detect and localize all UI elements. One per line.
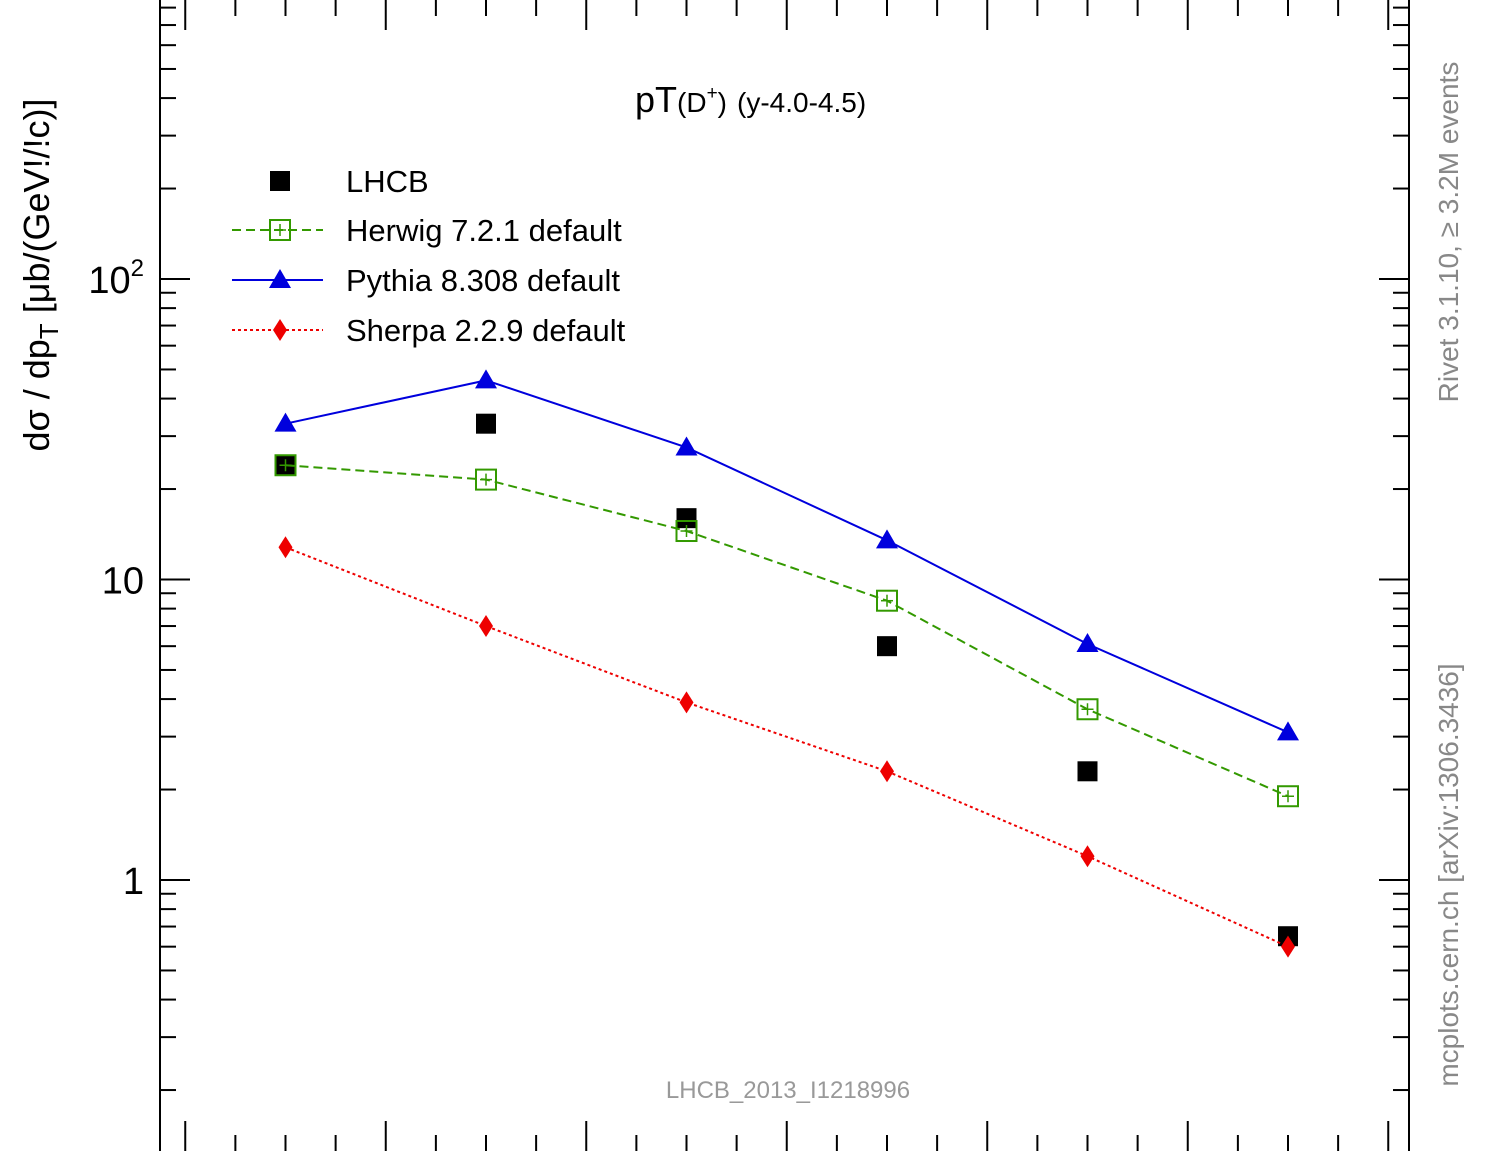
legend-entry: LHCB	[270, 164, 429, 199]
axis-ticks	[160, 0, 1409, 1151]
data-point	[679, 691, 694, 714]
side-label-mcplots: mcplots.cern.ch [arXiv:1306.3436]	[1433, 663, 1464, 1086]
series-0	[275, 413, 1298, 947]
series-line	[285, 379, 1289, 734]
series-line	[285, 546, 1289, 948]
y-tick-label: 1	[123, 861, 144, 903]
data-point	[675, 436, 698, 456]
legend-marker	[270, 171, 290, 191]
series-1	[274, 454, 1299, 808]
series-layer	[274, 369, 1299, 958]
data-point	[1077, 761, 1098, 782]
y-tick-label-base: 10	[88, 260, 130, 302]
data-point	[476, 413, 496, 434]
chart-title-range: (y-4.0-4.5)	[737, 87, 866, 118]
y-tick-label: 102	[88, 255, 144, 302]
data-point	[876, 589, 898, 612]
y-axis-label-prefix: dσ / dp	[16, 339, 57, 451]
data-point	[1076, 633, 1099, 653]
data-point	[1080, 845, 1095, 868]
legend-marker	[269, 269, 291, 288]
series-2	[274, 369, 1299, 741]
data-point	[475, 369, 497, 389]
legend: LHCB Herwig 7.2.1 default Pythia 8.308 def…	[232, 164, 626, 348]
analysis-id-label: LHCB_2013_I1218996	[666, 1077, 910, 1104]
legend-label: LHCB	[346, 164, 429, 199]
legend-label: Sherpa 2.2.9 default	[346, 313, 626, 348]
side-label-rivet: Rivet 3.1.10, ≥ 3.2M events	[1433, 62, 1464, 403]
data-point	[274, 454, 297, 477]
data-point	[1076, 698, 1099, 721]
legend-label: Herwig 7.2.1 default	[346, 213, 622, 248]
legend-marker	[269, 219, 291, 241]
y-axis-label-suffix: [μb/(GeV!/!c)]	[16, 99, 57, 324]
data-point	[675, 520, 698, 543]
series-3	[278, 536, 1295, 958]
legend-marker	[273, 319, 287, 341]
series-line	[285, 464, 1289, 798]
y-tick-label-base: 1	[123, 861, 144, 903]
data-point	[1277, 721, 1299, 741]
y-tick-label-exponent: 2	[131, 255, 144, 282]
data-point	[1277, 785, 1299, 808]
data-point	[676, 508, 697, 529]
legend-label: Pythia 8.308 default	[346, 263, 620, 298]
plot-frame	[159, 0, 1410, 1151]
chart-title-paren: (D	[677, 87, 707, 118]
data-point	[479, 615, 493, 638]
data-point	[877, 636, 897, 657]
chart-title: pT(D+) (y-4.0-4.5)	[635, 79, 866, 120]
y-tick-label-base: 10	[102, 561, 144, 603]
y-tick-label: 10	[102, 561, 144, 603]
data-point	[278, 536, 293, 559]
legend-entry: Pythia 8.308 default	[232, 263, 620, 298]
y-axis-label-sub: T	[34, 323, 64, 339]
legend-entry: Sherpa 2.2.9 default	[232, 313, 626, 348]
chart-title-sup: +	[707, 83, 718, 104]
chart-title-paren-close: )	[718, 87, 727, 118]
data-point	[876, 529, 898, 549]
data-point	[274, 412, 297, 432]
y-axis-label: dσ / dpT [μb/(GeV!/!c)]	[16, 99, 64, 452]
data-point	[475, 468, 497, 491]
chart-title-main: pT	[635, 79, 677, 120]
data-point	[880, 760, 894, 783]
data-point	[1281, 935, 1295, 958]
legend-entry: Herwig 7.2.1 default	[232, 213, 622, 248]
